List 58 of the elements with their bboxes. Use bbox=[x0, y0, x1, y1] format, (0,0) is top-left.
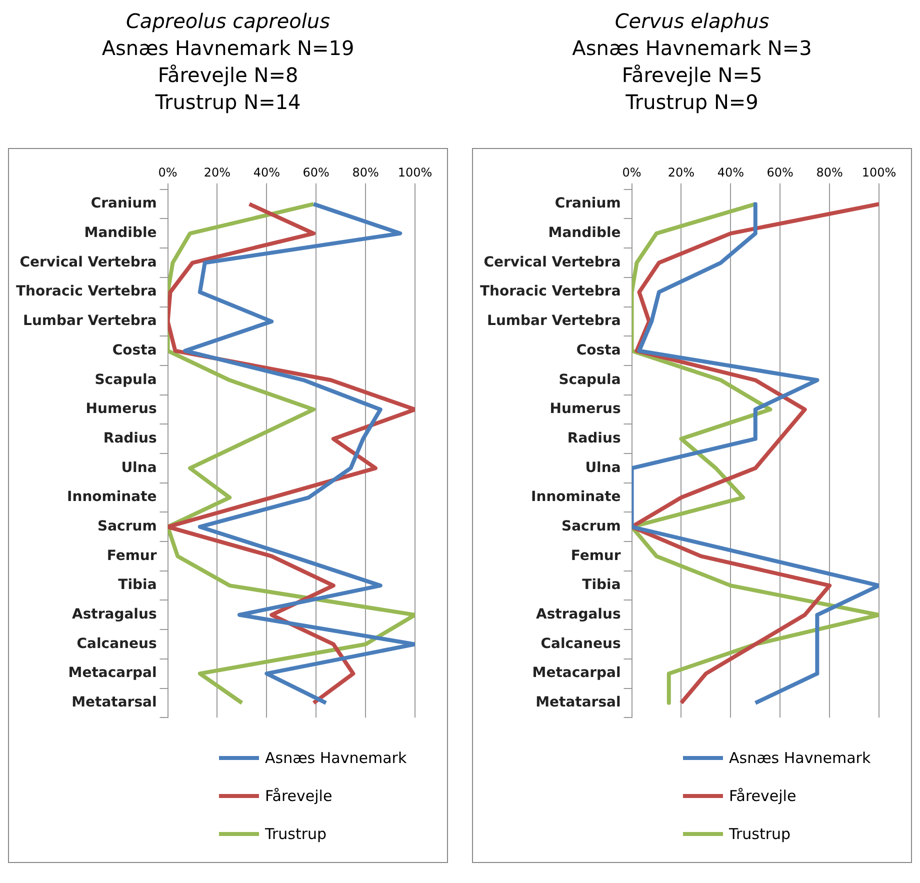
legend-label: Fårevejle bbox=[729, 787, 796, 805]
y-tick-label: Cranium bbox=[90, 196, 157, 212]
y-tick-label: Astragalus bbox=[72, 606, 157, 623]
y-tick-label: Metacarpal bbox=[532, 665, 621, 682]
y-tick-label: Thoracic Vertebra bbox=[16, 284, 157, 300]
x-tick-label: 60% bbox=[302, 165, 330, 180]
y-tick-label: Innominate bbox=[67, 489, 157, 506]
y-tick-label: Thoracic Vertebra bbox=[480, 284, 621, 300]
y-tick-label: Tibia bbox=[582, 577, 621, 594]
y-tick-label: Sacrum bbox=[561, 518, 621, 534]
y-tick-label: Radius bbox=[103, 430, 157, 446]
y-tick-label: Lumbar Vertebra bbox=[487, 313, 621, 330]
x-tick-label: 80% bbox=[816, 165, 843, 180]
chart-subtitle: Asnæs Havnemark N=19 Fårevejle N=8 Trustrup N=14 bbox=[100, 35, 356, 116]
y-tick-label: Sacrum bbox=[97, 518, 157, 534]
legend-label: Asnæs Havnemark bbox=[729, 749, 871, 767]
y-tick-label: Mandible bbox=[548, 225, 621, 242]
legend-label: Trustrup bbox=[265, 825, 327, 843]
y-tick-label: Femur bbox=[106, 548, 157, 564]
chart-title: Capreolus capreolus bbox=[124, 8, 332, 35]
chart-title: Cervus elaphus bbox=[614, 8, 770, 35]
y-tick-label: Femur bbox=[570, 548, 621, 564]
y-tick-label: Humerus bbox=[86, 401, 157, 418]
y-tick-label: Radius bbox=[567, 430, 621, 446]
y-tick-label: Metatarsal bbox=[536, 694, 621, 711]
y-tick-label: Scapula bbox=[94, 372, 157, 388]
y-tick-label: Cervical Vertebra bbox=[484, 254, 621, 270]
legend-label: Asnæs Havnemark bbox=[265, 749, 407, 767]
x-tick-label: 100% bbox=[398, 165, 432, 180]
x-tick-label: 20% bbox=[204, 165, 231, 180]
x-tick-label: 80% bbox=[352, 165, 379, 180]
y-tick-label: Tibia bbox=[118, 577, 157, 594]
x-tick-label: 60% bbox=[766, 165, 794, 180]
x-tick-label: 100% bbox=[862, 165, 896, 180]
y-tick-label: Ulna bbox=[121, 460, 157, 476]
y-tick-label: Metatarsal bbox=[72, 694, 157, 711]
legend-label: Fårevejle bbox=[265, 787, 332, 805]
legend-label: Trustrup bbox=[729, 825, 791, 843]
y-tick-label: Lumbar Vertebra bbox=[23, 313, 157, 330]
y-tick-label: Mandible bbox=[84, 225, 157, 242]
y-tick-label: Cranium bbox=[554, 196, 621, 212]
y-tick-label: Calcaneus bbox=[76, 636, 157, 652]
y-tick-label: Costa bbox=[576, 342, 621, 358]
y-tick-label: Ulna bbox=[585, 460, 621, 476]
x-tick-label: 40% bbox=[253, 165, 280, 180]
y-tick-label: Astragalus bbox=[536, 606, 621, 623]
x-tick-label: 0% bbox=[622, 165, 642, 180]
x-tick-label: 20% bbox=[668, 165, 695, 180]
y-tick-label: Metacarpal bbox=[68, 665, 157, 682]
chart-subtitle: Asnæs Havnemark N=3 Fårevejle N=5 Trustrup N=9 bbox=[571, 35, 813, 116]
x-tick-label: 0% bbox=[158, 165, 178, 180]
y-tick-label: Cervical Vertebra bbox=[20, 254, 157, 270]
y-tick-label: Scapula bbox=[558, 372, 621, 388]
y-tick-label: Innominate bbox=[531, 489, 621, 506]
y-tick-label: Humerus bbox=[550, 401, 621, 418]
x-tick-label: 40% bbox=[717, 165, 744, 180]
y-tick-label: Calcaneus bbox=[540, 636, 621, 652]
y-tick-label: Costa bbox=[112, 342, 157, 358]
